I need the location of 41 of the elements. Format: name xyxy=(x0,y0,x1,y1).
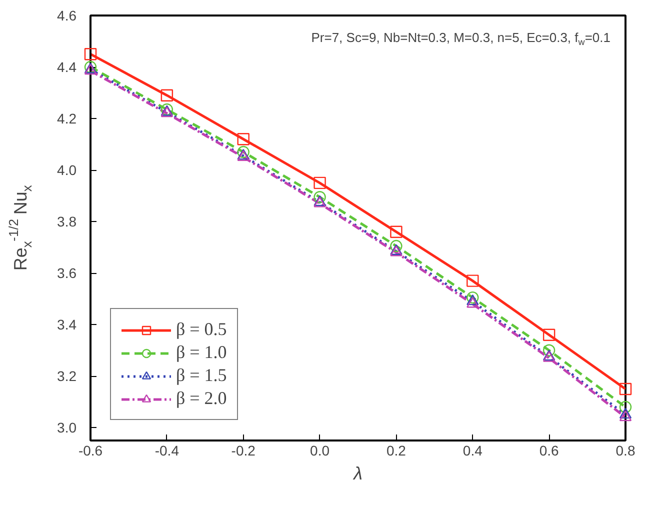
point xyxy=(314,176,326,190)
y-tick-label: 4.2 xyxy=(57,110,77,127)
x-tick-label: -0.2 xyxy=(231,442,256,458)
point xyxy=(390,226,402,238)
point xyxy=(619,410,632,422)
y-tick-label: 3.4 xyxy=(57,316,77,333)
point xyxy=(466,291,479,304)
x-tick-label: -0.4 xyxy=(154,442,180,458)
point xyxy=(619,408,632,419)
point xyxy=(314,191,326,204)
y-tick-label: 3.6 xyxy=(57,265,77,282)
legend-label: β = 0.5 xyxy=(176,319,227,340)
y-tick-label: 4.6 xyxy=(57,8,77,24)
x-tick-label: -0.6 xyxy=(78,442,103,458)
y-tick-label: 4.0 xyxy=(57,162,77,178)
x-tick-label: 0.4 xyxy=(462,442,483,458)
x-tick-label: 0.6 xyxy=(539,442,560,458)
y-tick-label: 4.4 xyxy=(57,59,77,76)
point xyxy=(237,146,250,158)
x-tick-label: 0.8 xyxy=(616,442,636,458)
x-tick-label: 0.2 xyxy=(386,442,406,458)
point xyxy=(619,382,632,396)
legend-label: β = 1.5 xyxy=(176,365,227,386)
y-tick-label: 3.2 xyxy=(57,368,77,384)
point xyxy=(390,240,402,252)
point xyxy=(84,48,97,60)
point xyxy=(237,133,250,146)
point xyxy=(160,89,174,102)
y-tick-label: 3.0 xyxy=(57,420,77,436)
x-axis-title: λ xyxy=(352,464,362,484)
point xyxy=(466,294,479,306)
y-axis-title: Rex-1/2 Nux xyxy=(6,184,34,271)
x-tick-label: 0.0 xyxy=(310,442,330,458)
point xyxy=(466,274,479,287)
y-tick-label: 3.8 xyxy=(57,214,77,230)
legend-label: β = 1.0 xyxy=(176,342,227,363)
point xyxy=(619,400,632,414)
legend-label: β = 2.0 xyxy=(176,388,227,409)
point xyxy=(542,344,556,356)
point xyxy=(466,297,479,308)
point xyxy=(542,328,556,341)
